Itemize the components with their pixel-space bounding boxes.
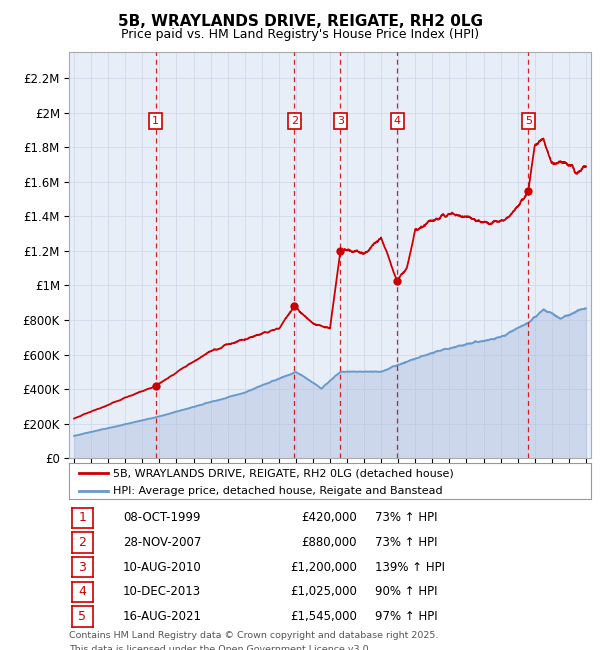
Text: £880,000: £880,000	[302, 536, 357, 549]
Text: 10-DEC-2013: 10-DEC-2013	[123, 585, 201, 598]
Text: 139% ↑ HPI: 139% ↑ HPI	[375, 560, 445, 574]
Text: 3: 3	[337, 116, 344, 126]
Text: HPI: Average price, detached house, Reigate and Banstead: HPI: Average price, detached house, Reig…	[113, 486, 443, 497]
Text: Price paid vs. HM Land Registry's House Price Index (HPI): Price paid vs. HM Land Registry's House …	[121, 28, 479, 41]
Text: 1: 1	[152, 116, 159, 126]
Text: 28-NOV-2007: 28-NOV-2007	[123, 536, 202, 549]
Text: 16-AUG-2021: 16-AUG-2021	[123, 610, 202, 623]
Text: 5: 5	[79, 610, 86, 623]
Text: 4: 4	[394, 116, 401, 126]
Text: 5B, WRAYLANDS DRIVE, REIGATE, RH2 0LG: 5B, WRAYLANDS DRIVE, REIGATE, RH2 0LG	[118, 14, 482, 29]
Text: 2: 2	[291, 116, 298, 126]
Text: Contains HM Land Registry data © Crown copyright and database right 2025.: Contains HM Land Registry data © Crown c…	[69, 631, 439, 640]
Text: £1,545,000: £1,545,000	[290, 610, 357, 623]
Text: 08-OCT-1999: 08-OCT-1999	[123, 511, 200, 524]
Text: £420,000: £420,000	[301, 511, 357, 524]
Text: 73% ↑ HPI: 73% ↑ HPI	[375, 536, 437, 549]
Text: 4: 4	[79, 585, 86, 598]
Text: 73% ↑ HPI: 73% ↑ HPI	[375, 511, 437, 524]
Text: 10-AUG-2010: 10-AUG-2010	[123, 560, 202, 574]
Text: 90% ↑ HPI: 90% ↑ HPI	[375, 585, 437, 598]
Text: £1,200,000: £1,200,000	[290, 560, 357, 574]
Text: 1: 1	[79, 511, 86, 524]
Text: 5B, WRAYLANDS DRIVE, REIGATE, RH2 0LG (detached house): 5B, WRAYLANDS DRIVE, REIGATE, RH2 0LG (d…	[113, 469, 454, 478]
Text: 97% ↑ HPI: 97% ↑ HPI	[375, 610, 437, 623]
Text: This data is licensed under the Open Government Licence v3.0.: This data is licensed under the Open Gov…	[69, 645, 371, 650]
Text: 3: 3	[79, 560, 86, 573]
Text: 2: 2	[79, 536, 86, 549]
Text: £1,025,000: £1,025,000	[290, 585, 357, 598]
Text: 5: 5	[525, 116, 532, 126]
